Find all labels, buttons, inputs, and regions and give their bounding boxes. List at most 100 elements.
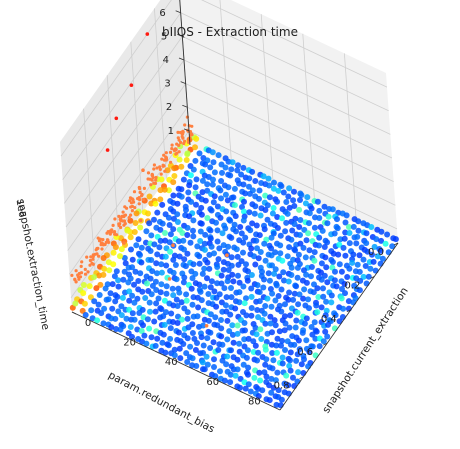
data-point bbox=[245, 268, 251, 275]
data-point bbox=[248, 285, 255, 292]
y-tick-label: 60 bbox=[206, 377, 219, 388]
data-point bbox=[234, 253, 241, 260]
data-point bbox=[241, 336, 248, 343]
data-point bbox=[196, 253, 203, 260]
data-point bbox=[246, 175, 253, 182]
data-point bbox=[180, 131, 184, 135]
data-point bbox=[294, 351, 301, 358]
outlier-point bbox=[141, 168, 145, 172]
data-point bbox=[118, 246, 125, 253]
data-point bbox=[278, 396, 285, 403]
data-point bbox=[303, 271, 310, 278]
z-tick-label: 1 bbox=[168, 126, 174, 137]
data-point bbox=[113, 268, 120, 275]
y-axis-line bbox=[71, 311, 281, 411]
data-point bbox=[312, 352, 319, 359]
data-point bbox=[263, 373, 270, 380]
data-point bbox=[201, 265, 208, 272]
data-point bbox=[294, 309, 301, 316]
data-point bbox=[210, 339, 217, 346]
data-point bbox=[164, 151, 168, 155]
data-point bbox=[112, 244, 119, 251]
y-tick-mark bbox=[196, 370, 201, 374]
data-point bbox=[158, 167, 162, 171]
data-point bbox=[163, 169, 167, 173]
data-point bbox=[138, 244, 145, 251]
data-point bbox=[257, 377, 264, 384]
data-point bbox=[257, 249, 264, 255]
data-point bbox=[204, 259, 211, 266]
data-point bbox=[222, 302, 229, 309]
data-point bbox=[325, 321, 331, 328]
outlier-point bbox=[129, 83, 134, 87]
data-point bbox=[111, 223, 115, 227]
data-point bbox=[242, 327, 248, 334]
data-point bbox=[222, 225, 229, 232]
data-point bbox=[129, 310, 136, 317]
data-point bbox=[355, 227, 362, 234]
data-point bbox=[300, 295, 307, 302]
data-point bbox=[163, 290, 170, 297]
data-point bbox=[364, 248, 371, 255]
data-point bbox=[302, 200, 309, 207]
data-point bbox=[113, 232, 117, 236]
data-point bbox=[308, 205, 315, 212]
data-point bbox=[100, 241, 104, 245]
data-point bbox=[315, 294, 322, 300]
y-tick-mark bbox=[155, 350, 160, 354]
data-point bbox=[360, 273, 367, 280]
data-point bbox=[301, 286, 308, 293]
data-point bbox=[208, 278, 215, 285]
data-point bbox=[254, 357, 261, 364]
data-point bbox=[190, 217, 197, 224]
data-point bbox=[218, 280, 225, 287]
data-point bbox=[343, 212, 350, 219]
data-point bbox=[234, 322, 241, 329]
data-point bbox=[262, 346, 269, 353]
data-point bbox=[300, 244, 307, 251]
data-point bbox=[270, 185, 277, 192]
data-point bbox=[218, 317, 224, 323]
data-point bbox=[184, 309, 191, 316]
data-point bbox=[174, 320, 181, 326]
data-point bbox=[133, 206, 137, 210]
data-point bbox=[125, 279, 132, 286]
data-point bbox=[169, 160, 173, 164]
data-point bbox=[88, 263, 92, 267]
data-point bbox=[170, 319, 176, 325]
data-point bbox=[290, 197, 297, 204]
data-point bbox=[101, 305, 108, 312]
data-point bbox=[144, 280, 150, 287]
grid-z-ywall bbox=[180, 12, 389, 112]
data-point bbox=[180, 237, 187, 244]
data-point bbox=[377, 260, 384, 267]
data-point bbox=[346, 230, 353, 236]
data-point bbox=[129, 264, 136, 271]
data-point bbox=[117, 214, 121, 218]
data-point bbox=[276, 328, 283, 335]
data-point bbox=[324, 279, 331, 286]
data-point bbox=[204, 335, 211, 342]
data-point bbox=[254, 282, 261, 289]
data-point bbox=[80, 282, 87, 288]
data-point bbox=[228, 234, 235, 241]
outlier-point bbox=[114, 116, 119, 121]
data-point bbox=[170, 147, 174, 151]
data-point bbox=[321, 203, 328, 210]
data-point bbox=[328, 292, 335, 299]
data-point bbox=[88, 258, 92, 263]
data-point bbox=[340, 244, 347, 251]
data-point bbox=[168, 310, 175, 317]
z-tick-label: 4 bbox=[163, 55, 169, 66]
data-point bbox=[95, 246, 99, 251]
data-point bbox=[159, 339, 166, 346]
data-point bbox=[207, 345, 214, 351]
data-point bbox=[257, 326, 264, 333]
data-point bbox=[253, 222, 260, 229]
data-point bbox=[349, 259, 356, 266]
data-point bbox=[365, 273, 372, 280]
data-point bbox=[260, 173, 267, 180]
data-point bbox=[158, 269, 165, 276]
data-point bbox=[281, 277, 287, 284]
data-point bbox=[121, 255, 128, 261]
